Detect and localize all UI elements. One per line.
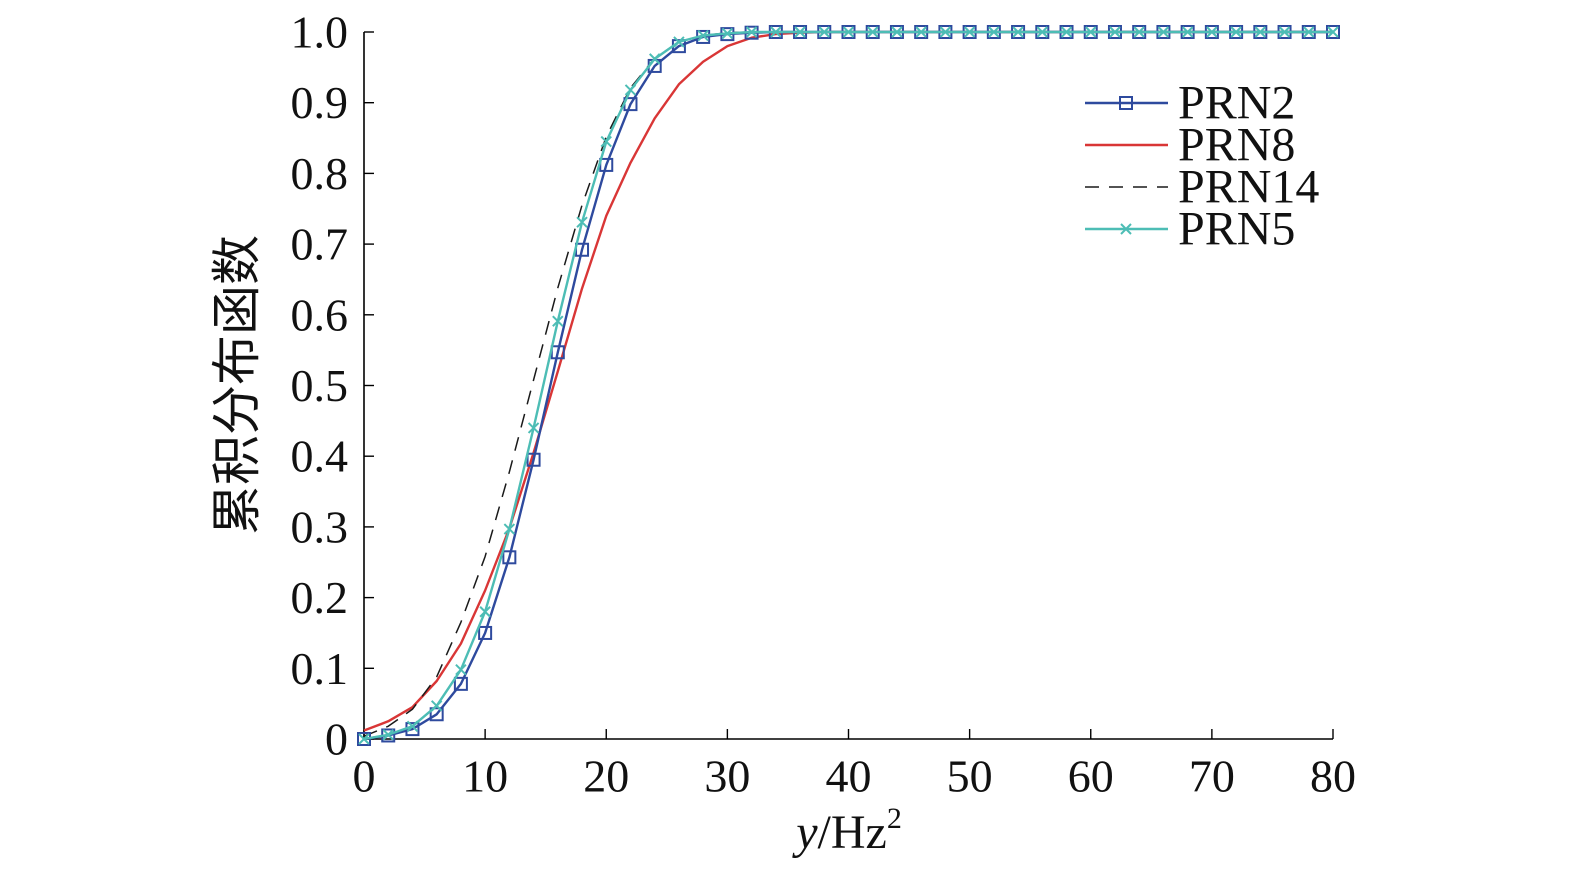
series-marker-prn5	[1012, 26, 1024, 38]
y-tick-label: 0.2	[291, 572, 349, 623]
series-marker-prn5	[1278, 26, 1291, 38]
legend-entry-prn5: PRN5	[1085, 203, 1295, 256]
series-marker-prn5	[503, 523, 516, 535]
series-marker-prn5	[1133, 26, 1145, 38]
series-marker-prn2	[429, 707, 444, 722]
legend-entry-prn8: PRN8	[1085, 119, 1295, 172]
series-marker-prn5	[1157, 26, 1170, 38]
x-axis-title-unit: /Hz	[818, 806, 887, 859]
series-marker-prn5	[455, 664, 467, 676]
series-marker-prn5	[600, 135, 612, 148]
series-marker-prn5	[697, 29, 709, 42]
series-marker-prn5	[939, 26, 952, 38]
x-ticks: 0 10 20 30 40 50 60 70 80	[353, 729, 1356, 802]
legend-marker	[1120, 223, 1132, 235]
x-axis-title-exponent: 2	[887, 802, 902, 835]
series-marker-prn5	[1036, 26, 1049, 38]
y-tick-label: 0.6	[291, 289, 349, 340]
y-tick-label: 1.0	[291, 7, 349, 58]
y-tick-label: 0.8	[291, 148, 349, 199]
x-tick-label: 60	[1068, 751, 1114, 802]
series-marker-prn5	[673, 36, 685, 48]
series-marker-prn5	[576, 216, 588, 228]
y-axis-title: 累积分布函数	[208, 235, 266, 535]
series-marker-prn5	[963, 26, 976, 38]
series-marker-prn2	[502, 550, 517, 565]
series-marker-prn5	[770, 26, 782, 38]
legend-label: PRN5	[1178, 203, 1295, 256]
series-marker-prn5	[867, 26, 879, 38]
legend-entry-prn14: PRN14	[1085, 161, 1319, 214]
series-marker-prn5	[1327, 26, 1339, 38]
legend-label: PRN8	[1178, 119, 1295, 172]
series-marker-prn5	[430, 700, 443, 712]
x-axis-title: y/Hz2	[791, 802, 902, 859]
series-marker-prn5	[527, 422, 540, 434]
x-tick-label: 0	[353, 751, 376, 802]
x-tick-label: 70	[1189, 751, 1235, 802]
series-marker-prn5	[745, 26, 758, 38]
series-marker-prn5	[915, 26, 927, 38]
series-marker-prn5	[382, 729, 394, 741]
series-prn5	[358, 26, 1339, 745]
series-marker-prn5	[358, 733, 370, 745]
series-marker-prn5	[1303, 26, 1315, 38]
x-axis-title-variable: y	[791, 806, 818, 859]
x-tick-label: 80	[1310, 751, 1356, 802]
series-marker-prn2	[526, 452, 541, 467]
series-marker-prn5	[842, 26, 855, 38]
x-tick-label: 20	[583, 751, 629, 802]
series-marker-prn5	[552, 315, 564, 327]
x-tick-label: 10	[462, 751, 508, 802]
y-tick-label: 0.5	[291, 360, 349, 411]
series-marker-prn5	[1109, 26, 1121, 38]
legend-entry-prn2: PRN2	[1085, 77, 1295, 130]
x-tick-label: 50	[947, 751, 993, 802]
series-marker-prn5	[1206, 26, 1218, 38]
series-marker-prn5	[1085, 26, 1097, 38]
series-marker-prn2	[453, 676, 468, 691]
series-marker-prn5	[818, 26, 830, 38]
series-marker-prn5	[1254, 26, 1267, 38]
series-marker-prn5	[624, 84, 637, 96]
y-tick-label: 0.7	[291, 219, 349, 270]
legend-label: PRN2	[1178, 77, 1295, 130]
y-tick-label: 0.4	[291, 431, 349, 482]
series-marker-prn5	[479, 606, 491, 618]
series-marker-prn2	[478, 625, 493, 640]
x-tick-label: 30	[704, 751, 750, 802]
y-tick-label: 0.1	[291, 643, 349, 694]
series-marker-prn5	[648, 53, 661, 65]
y-ticks: 0 0.1 0.2 0.3 0.4 0.5 0.6 0.7 0.8 0.9 1.0	[291, 7, 374, 765]
series-marker-prn5	[721, 27, 734, 40]
x-tick-label: 40	[826, 751, 872, 802]
series-marker-prn5	[891, 26, 903, 38]
y-tick-label: 0.9	[291, 77, 349, 128]
series-marker-prn5	[1230, 26, 1242, 38]
legend-label: PRN14	[1178, 161, 1319, 214]
y-tick-label: 0	[325, 714, 348, 765]
series-group	[357, 25, 1340, 746]
series-marker-prn5	[1060, 26, 1073, 38]
legend-marker	[1119, 96, 1133, 110]
series-marker-prn5	[988, 26, 1000, 38]
series-marker-prn5	[794, 26, 806, 38]
series-marker-prn5	[406, 720, 419, 732]
series-marker-prn5	[1181, 26, 1194, 38]
y-tick-label: 0.3	[291, 501, 349, 552]
